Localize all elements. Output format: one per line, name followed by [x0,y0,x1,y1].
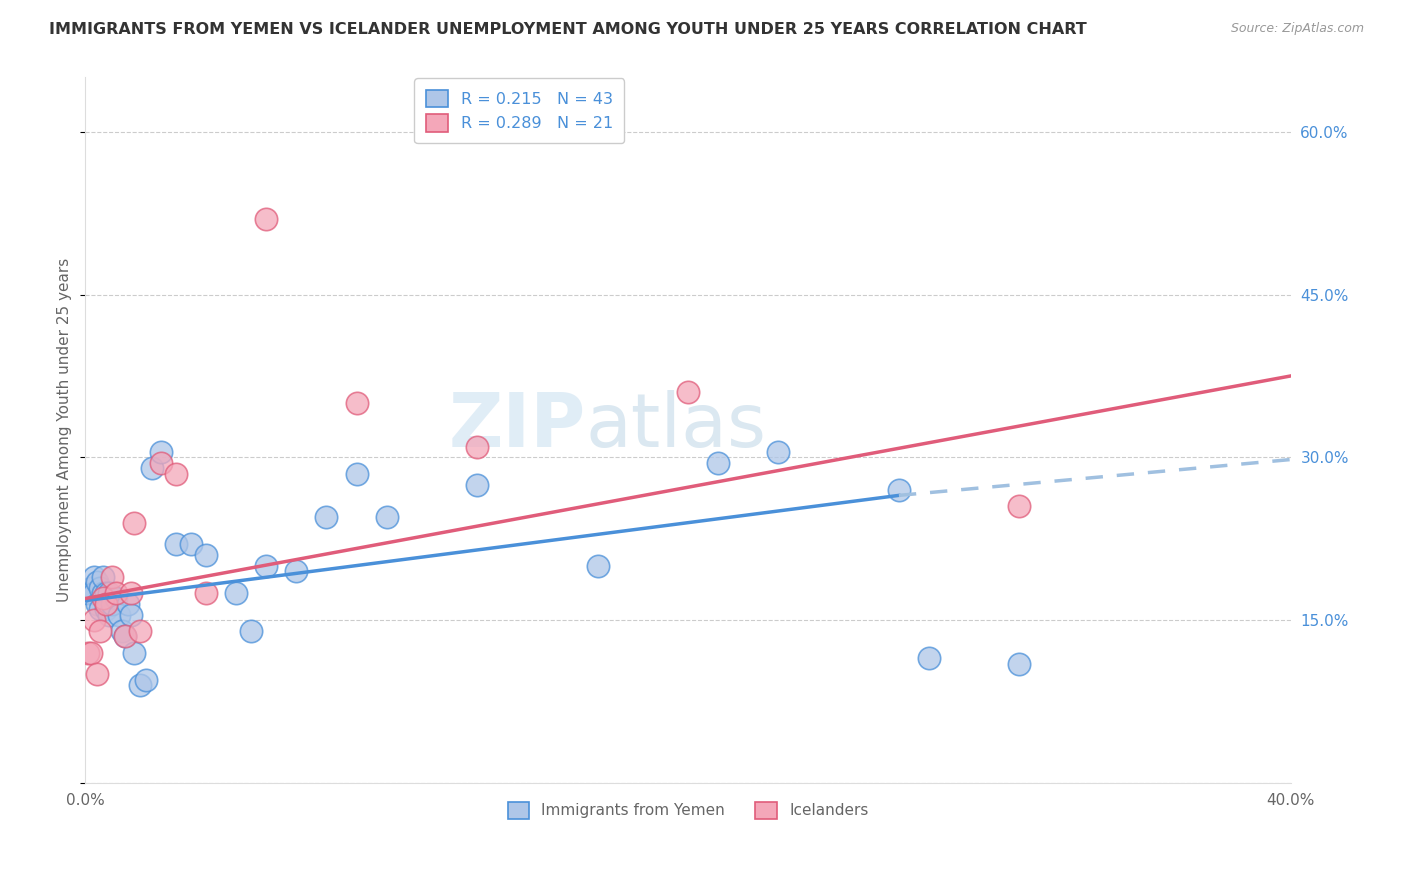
Point [104,586,127,600]
Point [346,396,368,410]
Text: Source: ZipAtlas.com: Source: ZipAtlas.com [1230,22,1364,36]
Point [194,586,217,600]
Point [180,537,202,551]
Point [149,456,172,470]
Point [98,586,121,600]
Point [114,630,136,644]
Point [254,211,277,226]
Point [89,602,111,616]
Point [96,602,118,616]
Point [165,467,187,481]
Point [110,624,132,638]
Point [768,445,790,459]
Text: IMMIGRANTS FROM YEMEN VS ICELANDER UNEMPLOYMENT AMONG YOUTH UNDER 25 YEARS CORRE: IMMIGRANTS FROM YEMEN VS ICELANDER UNEMP… [49,22,1087,37]
Point [707,456,730,470]
Point [285,565,308,579]
Point [165,537,187,551]
Point [141,461,163,475]
Point [465,477,488,491]
Point [93,586,115,600]
Point [135,673,157,687]
Point [149,445,172,459]
Point [586,558,609,573]
Y-axis label: Unemployment Among Youth under 25 years: Unemployment Among Youth under 25 years [58,258,72,602]
Point [122,516,145,530]
Point [1008,657,1031,671]
Point [83,613,105,627]
Point [225,586,247,600]
Point [83,586,105,600]
Point [107,607,129,622]
Point [96,597,118,611]
Text: atlas: atlas [585,390,766,463]
Point [254,558,277,573]
Point [86,597,108,611]
Point [104,591,127,606]
Legend: Immigrants from Yemen, Icelanders: Immigrants from Yemen, Icelanders [502,796,875,825]
Point [101,570,124,584]
Point [240,624,263,638]
Point [89,624,111,638]
Point [887,483,910,497]
Point [465,440,488,454]
Point [80,646,103,660]
Point [77,646,100,660]
Point [98,607,121,622]
Point [128,678,150,692]
Point [194,548,217,562]
Point [1008,500,1031,514]
Point [77,586,100,600]
Point [128,624,150,638]
Point [86,667,108,681]
Point [346,467,368,481]
Point [101,597,124,611]
Text: ZIP: ZIP [449,390,585,463]
Point [375,510,398,524]
Point [96,586,118,600]
Point [120,607,142,622]
Point [114,630,136,644]
Point [93,570,115,584]
Point [93,591,115,606]
Point [83,570,105,584]
Point [918,651,941,665]
Point [89,581,111,595]
Point [122,646,145,660]
Point [117,597,139,611]
Point [86,575,108,590]
Point [120,586,142,600]
Point [315,510,337,524]
Point [676,385,699,400]
Point [80,581,103,595]
